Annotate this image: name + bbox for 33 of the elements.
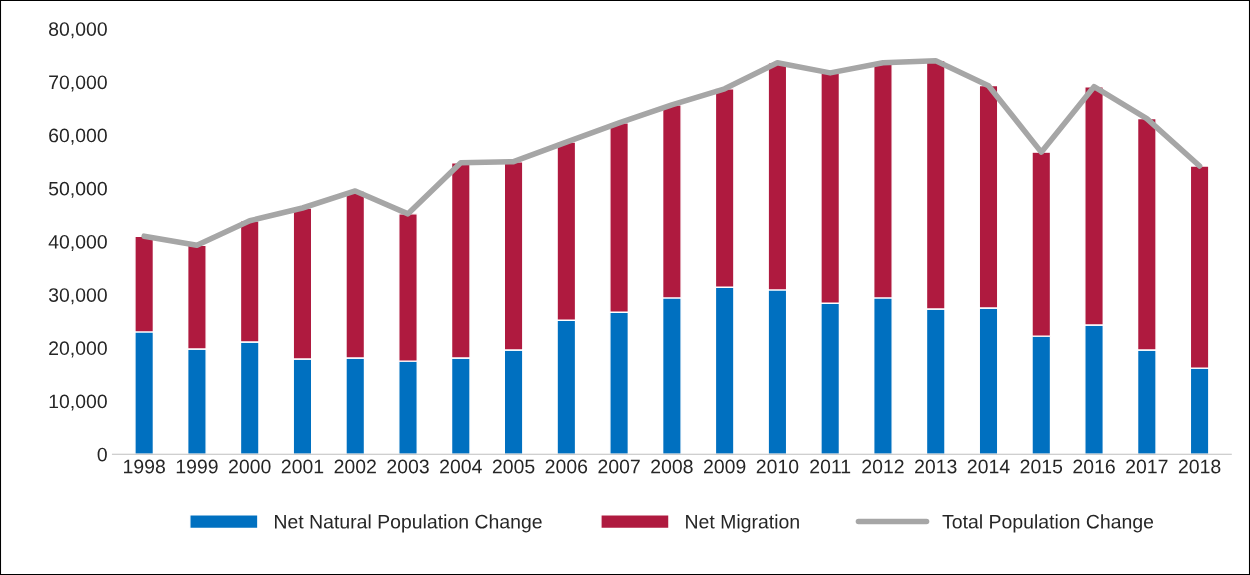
x-tick-label: 2011 xyxy=(810,459,851,474)
legend-label: Net Migration xyxy=(686,514,799,533)
x-tick-label: 2013 xyxy=(915,459,957,474)
legend-label: Total Population Change xyxy=(942,514,1154,533)
x-tick-label: 2018 xyxy=(1178,459,1221,474)
x-tick-label: 2008 xyxy=(651,459,693,474)
x-tick-label: 2001 xyxy=(281,459,324,474)
x-tick-label: 2005 xyxy=(492,459,535,474)
x-tick-label: 2010 xyxy=(756,459,799,474)
y-tick-label: 60,000 xyxy=(49,128,107,145)
x-tick-label: 2014 xyxy=(967,459,1010,474)
y-tick-label: 70,000 xyxy=(49,75,107,92)
y-tick-label: 20,000 xyxy=(49,341,107,358)
x-tick-label: 2002 xyxy=(334,459,376,474)
x-tick-label: 2009 xyxy=(704,459,746,474)
x-tick-label: 1998 xyxy=(124,459,165,474)
x-tick-label: 2000 xyxy=(229,459,271,474)
x-tick-label: 2016 xyxy=(1073,459,1115,474)
y-tick-label: 30,000 xyxy=(48,288,107,305)
x-tick-label: 2017 xyxy=(1126,459,1168,474)
y-tick-label: 0 xyxy=(97,447,107,462)
x-tick-label: 2007 xyxy=(598,459,640,474)
x-tick-label: 1999 xyxy=(176,459,218,474)
y-tick-label: 80,000 xyxy=(49,22,107,39)
x-tick-label: 2015 xyxy=(1020,459,1063,474)
y-tick-label: 10,000 xyxy=(49,394,107,411)
legend-label: Net Natural Population Change xyxy=(275,514,542,533)
x-tick-label: 2004 xyxy=(440,459,482,474)
x-tick-label: 2006 xyxy=(545,459,588,474)
x-tick-label: 2012 xyxy=(862,459,904,474)
y-tick-label: 40,000 xyxy=(48,234,107,252)
y-tick-label: 50,000 xyxy=(48,181,107,198)
x-tick-label: 2003 xyxy=(387,459,429,474)
